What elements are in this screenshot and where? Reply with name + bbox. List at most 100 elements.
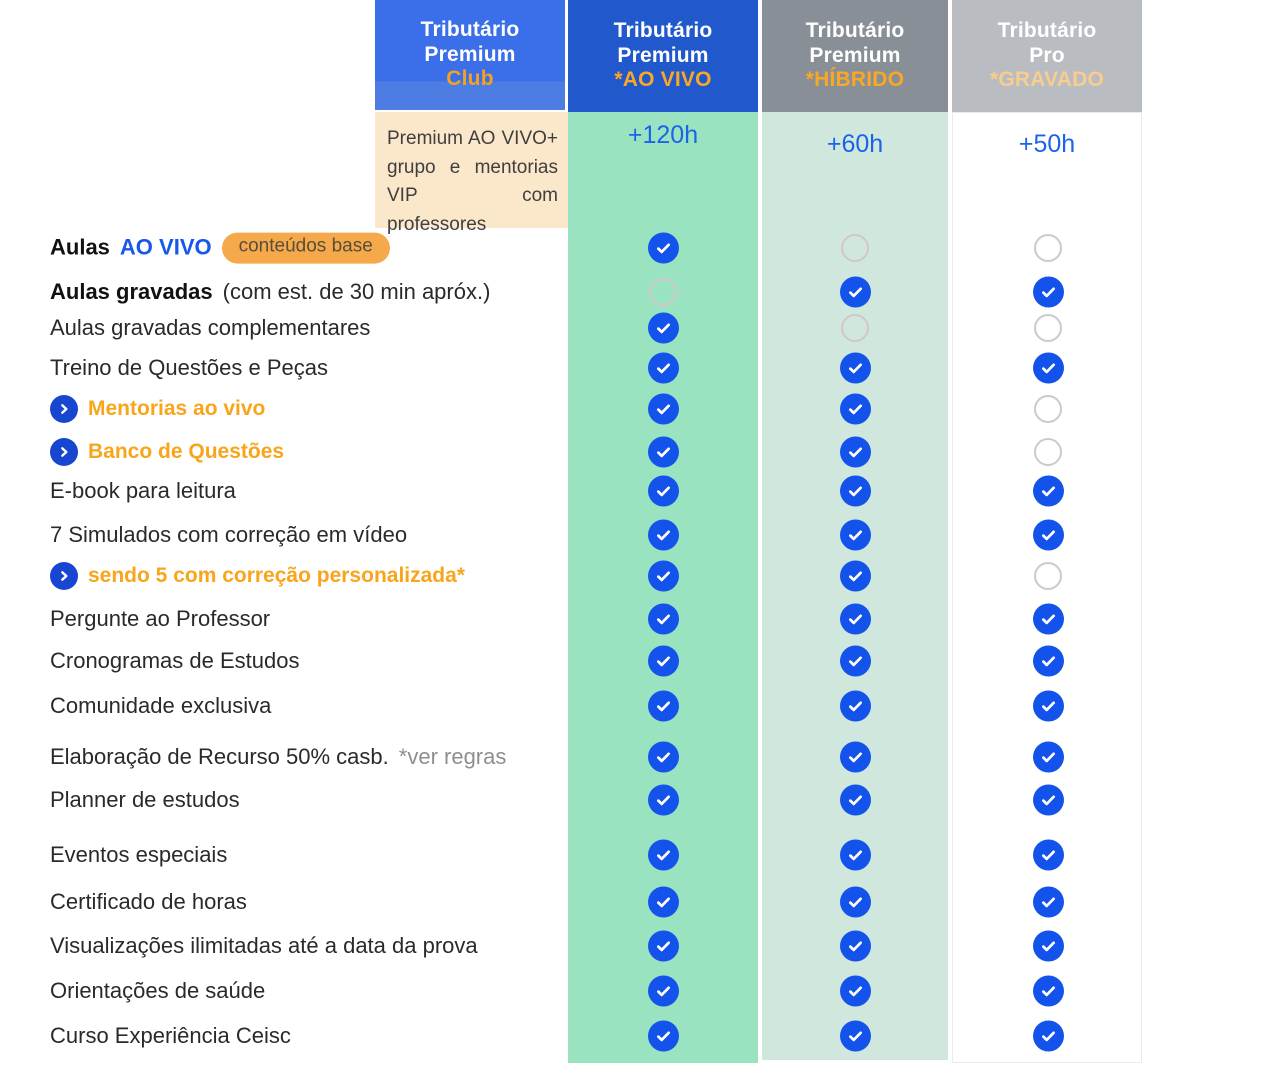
feature-label-text: Certificado de horas xyxy=(50,889,247,914)
check-icon xyxy=(648,312,679,344)
plan-title-line: Tributário xyxy=(997,18,1097,42)
feature-row: Visualizações ilimitadas até a data da p… xyxy=(0,926,1288,966)
check-icon xyxy=(840,741,871,773)
check-icon xyxy=(1033,475,1064,507)
check-icon xyxy=(648,690,679,722)
plan-header-gravado: Tributário Pro *GRAVADO xyxy=(952,0,1142,112)
check-icon xyxy=(648,930,679,962)
feature-row: Orientações de saúde xyxy=(0,971,1288,1011)
plan-title-line: Premium xyxy=(424,42,516,66)
feature-row: Aulas gravadas complementares xyxy=(0,308,1288,348)
empty-circle-icon xyxy=(649,278,677,306)
feature-row: 7 Simulados com correção em vídeo xyxy=(0,515,1288,555)
chevron-right-icon xyxy=(50,438,78,466)
check-icon xyxy=(840,645,871,677)
feature-label-text: Eventos especiais xyxy=(50,842,228,867)
feature-label-text: Aulas gravadas complementares xyxy=(50,315,371,340)
feature-label-text: Visualizações ilimitadas até a data da p… xyxy=(50,933,478,958)
feature-label: Planner de estudos xyxy=(50,787,240,813)
feature-label: Certificado de horas xyxy=(50,889,247,915)
check-icon xyxy=(648,232,679,264)
feature-label-text: Pergunte ao Professor xyxy=(50,606,271,631)
plan-header-ao-vivo: Tributário Premium *AO VIVO xyxy=(568,0,758,112)
feature-label-text: Treino de Questões e Peças xyxy=(50,355,329,380)
feature-row: Pergunte ao Professor xyxy=(0,599,1288,639)
feature-label: Banco de Questões xyxy=(50,438,284,466)
feature-label: Elaboração de Recurso 50% casb. *ver reg… xyxy=(50,744,506,770)
feature-label: Visualizações ilimitadas até a data da p… xyxy=(50,933,478,959)
check-icon xyxy=(648,886,679,918)
feature-row: Elaboração de Recurso 50% casb. *ver reg… xyxy=(0,737,1288,777)
feature-label-text: Planner de estudos xyxy=(50,787,240,812)
check-icon xyxy=(1033,975,1064,1007)
feature-row: Cronogramas de Estudos xyxy=(0,641,1288,681)
club-description: Premium AO VIVO+ grupo e mentorias VIP c… xyxy=(375,112,568,235)
check-icon xyxy=(648,352,679,384)
feature-row: Aulas AO VIVO conteúdos base xyxy=(0,228,1288,268)
check-icon xyxy=(840,475,871,507)
feature-label-text: Comunidade exclusiva xyxy=(50,693,272,718)
check-icon xyxy=(840,886,871,918)
check-icon xyxy=(840,690,871,722)
check-icon xyxy=(648,975,679,1007)
plan-title-line: Pro xyxy=(1029,43,1065,67)
plan-accent-label: *AO VIVO xyxy=(614,68,712,92)
feature-label-text: Curso Experiência Ceisc xyxy=(50,1023,291,1048)
check-icon xyxy=(648,839,679,871)
plan-header-club: Tributário Premium Club xyxy=(375,0,565,110)
check-icon xyxy=(648,603,679,635)
check-icon xyxy=(840,436,871,468)
feature-label-text: Aulas gravadas xyxy=(50,279,213,304)
check-icon xyxy=(1033,519,1064,551)
empty-circle-icon xyxy=(1034,562,1062,590)
empty-circle-icon xyxy=(1034,438,1062,466)
check-icon xyxy=(840,560,871,592)
feature-label: Aulas gravadas complementares xyxy=(50,315,370,341)
feature-label-text: Banco de Questões xyxy=(88,440,285,463)
feature-row: Eventos especiais xyxy=(0,835,1288,875)
feature-row: E-book para leitura xyxy=(0,471,1288,511)
feature-label-text: Orientações de saúde xyxy=(50,978,266,1003)
feature-label: 7 Simulados com correção em vídeo xyxy=(50,522,407,548)
feature-label: Curso Experiência Ceisc xyxy=(50,1023,291,1049)
check-icon xyxy=(1033,603,1064,635)
check-icon xyxy=(840,603,871,635)
check-icon xyxy=(840,784,871,816)
check-icon xyxy=(1033,645,1064,677)
check-icon xyxy=(648,436,679,468)
empty-circle-icon xyxy=(1034,234,1062,262)
plan-accent-label: Club xyxy=(446,67,494,91)
feature-row: Aulas gravadas (com est. de 30 min apróx… xyxy=(0,272,1288,312)
feature-label: Eventos especiais xyxy=(50,842,227,868)
check-icon xyxy=(1033,930,1064,962)
feature-label-text: (com est. de 30 min apróx.) xyxy=(222,279,491,304)
feature-row: sendo 5 com correção personalizada* xyxy=(0,556,1288,596)
check-icon xyxy=(648,645,679,677)
plan-accent-label: *GRAVADO xyxy=(990,68,1104,92)
feature-row: Treino de Questões e Peças xyxy=(0,348,1288,388)
feature-label-text: E-book para leitura xyxy=(50,478,236,503)
feature-label: E-book para leitura xyxy=(50,478,236,504)
empty-circle-icon xyxy=(841,314,869,342)
feature-label-text: Elaboração de Recurso 50% casb. xyxy=(50,744,389,769)
feature-label: Pergunte ao Professor xyxy=(50,606,270,632)
plan-title-line: Tributário xyxy=(613,18,713,42)
feature-row: Banco de Questões xyxy=(0,432,1288,472)
check-icon xyxy=(840,276,871,308)
aovivo-hours: +120h xyxy=(627,121,699,149)
base-content-badge: conteúdos base xyxy=(221,232,390,264)
feature-row: Curso Experiência Ceisc xyxy=(0,1016,1288,1056)
feature-row: Mentorias ao vivo xyxy=(0,389,1288,429)
feature-label-text: Aulas xyxy=(50,234,110,260)
check-icon xyxy=(840,352,871,384)
check-icon xyxy=(1033,886,1064,918)
check-icon xyxy=(1033,690,1064,722)
check-icon xyxy=(648,1020,679,1052)
check-icon xyxy=(1033,276,1064,308)
feature-row: Certificado de horas xyxy=(0,882,1288,922)
check-icon xyxy=(648,475,679,507)
check-icon xyxy=(840,975,871,1007)
check-icon xyxy=(840,839,871,871)
check-icon xyxy=(1033,741,1064,773)
chevron-right-icon xyxy=(50,395,78,423)
